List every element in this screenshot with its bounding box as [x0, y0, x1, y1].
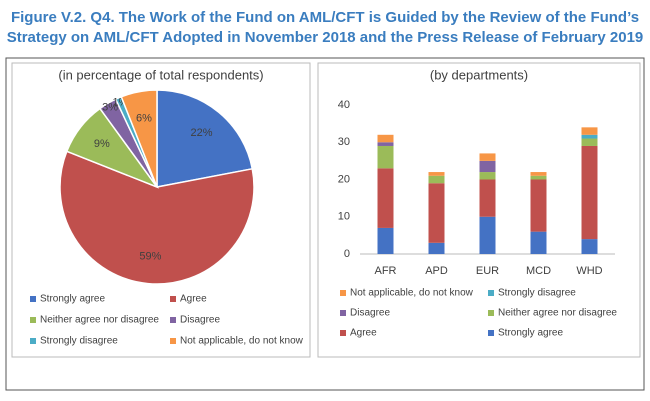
legend-label: Agree	[180, 294, 207, 305]
legend-swatch	[30, 296, 36, 302]
pie-slice	[120, 89, 158, 188]
bar-segment	[581, 239, 598, 254]
legend-swatch	[170, 338, 176, 344]
legend-swatch	[30, 317, 36, 323]
legend-swatch	[30, 338, 36, 344]
y-tick-label: 20	[338, 173, 350, 185]
legend-swatch	[340, 330, 346, 336]
legend-swatch	[340, 310, 346, 316]
pie-slice	[156, 89, 254, 188]
bar-segment	[428, 175, 445, 184]
legend-label: Not applicable, do not know	[180, 336, 304, 347]
legend-swatch	[488, 330, 494, 336]
bar-segment	[581, 127, 598, 135]
legend-label: Strongly agree	[40, 294, 105, 305]
pie-slice	[59, 150, 255, 285]
legend-label: Neither agree nor disagree	[498, 308, 617, 319]
bar-segment	[377, 142, 394, 146]
bar-segment	[581, 138, 598, 146]
slice-label: 9%	[94, 138, 110, 150]
bar-segment	[428, 172, 445, 176]
bar-segment	[530, 179, 547, 232]
bar-segment	[581, 134, 598, 139]
legend-label: Disagree	[180, 315, 220, 326]
bar-segment	[479, 172, 496, 180]
bar-segment	[428, 242, 445, 254]
bar-segment	[377, 134, 394, 143]
bar-segment	[377, 145, 394, 169]
y-tick-label: 30	[338, 136, 350, 148]
x-tick-label: AFR	[375, 265, 397, 277]
legend-swatch	[170, 296, 176, 302]
legend-swatch	[170, 317, 176, 323]
bar-segment	[377, 227, 394, 254]
legend-label: Strongly disagree	[498, 288, 576, 299]
bar-segment	[530, 172, 547, 176]
bar-segment	[428, 183, 445, 243]
figure-title: Figure V.2. Q4. The Work of the Fund on …	[7, 9, 644, 46]
x-tick-label: WHD	[576, 265, 602, 277]
legend-swatch	[340, 290, 346, 296]
bar-segment	[479, 153, 496, 161]
bar-segment	[581, 145, 598, 240]
legend-label: Agree	[350, 328, 377, 339]
y-tick-label: 0	[344, 248, 350, 260]
legend-swatch	[488, 290, 494, 296]
x-tick-label: MCD	[526, 265, 551, 277]
slice-label: 6%	[136, 112, 152, 124]
pie-panel	[11, 62, 311, 358]
bar-segment	[530, 231, 547, 254]
bar-segment	[377, 168, 394, 228]
slice-label: 3%	[102, 102, 118, 114]
bar-segment	[479, 216, 496, 254]
x-tick-label: APD	[425, 265, 448, 277]
legend-swatch	[488, 310, 494, 316]
bar-subtitle: (by departments)	[430, 67, 528, 82]
bar-panel	[317, 62, 641, 358]
y-tick-label: 10	[338, 211, 350, 223]
slice-label: 22%	[191, 127, 213, 139]
bar-segment	[479, 179, 496, 217]
figure-frame	[5, 57, 645, 391]
slice-label: 59%	[139, 250, 161, 262]
legend-label: Strongly disagree	[40, 336, 118, 347]
pie-subtitle: (in percentage of total respondents)	[58, 67, 263, 82]
x-tick-label: EUR	[476, 265, 499, 277]
bar-segment	[530, 175, 547, 180]
legend-label: Strongly agree	[498, 328, 563, 339]
legend-label: Disagree	[350, 308, 390, 319]
legend-label: Neither agree nor disagree	[40, 315, 159, 326]
bar-segment	[479, 160, 496, 173]
y-tick-label: 40	[338, 99, 350, 111]
legend-label: Not applicable, do not know	[350, 288, 474, 299]
